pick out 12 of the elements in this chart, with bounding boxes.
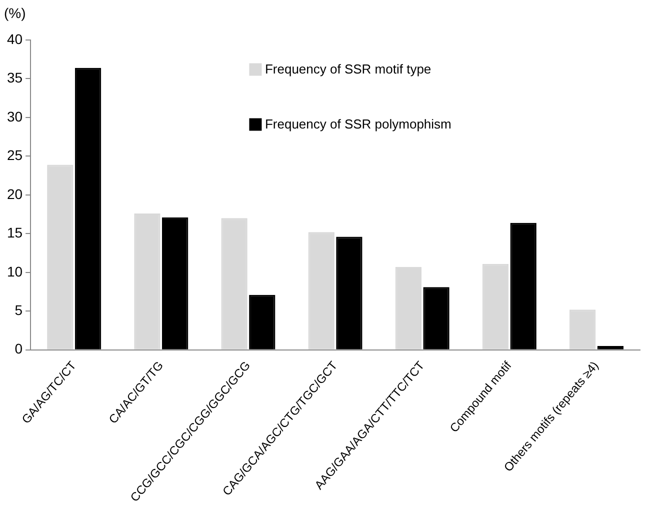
y-tick-label: 0	[14, 340, 23, 357]
y-tick-label: 20	[6, 186, 23, 202]
y-tick-label: 5	[14, 302, 23, 318]
y-tick-label: 10	[6, 263, 23, 280]
legend-label: Frequency of SSR polymophism	[264, 116, 452, 132]
y-tick-label: 40	[6, 30, 23, 47]
y-axis-title: (%)	[4, 5, 26, 21]
legend-label: Frequency of SSR motif type	[264, 62, 432, 77]
y-tick-label: 30	[6, 108, 23, 124]
y-tick-label: 35	[6, 70, 23, 86]
y-tick-label: 15	[6, 224, 23, 241]
y-tick-label: 25	[6, 147, 23, 164]
